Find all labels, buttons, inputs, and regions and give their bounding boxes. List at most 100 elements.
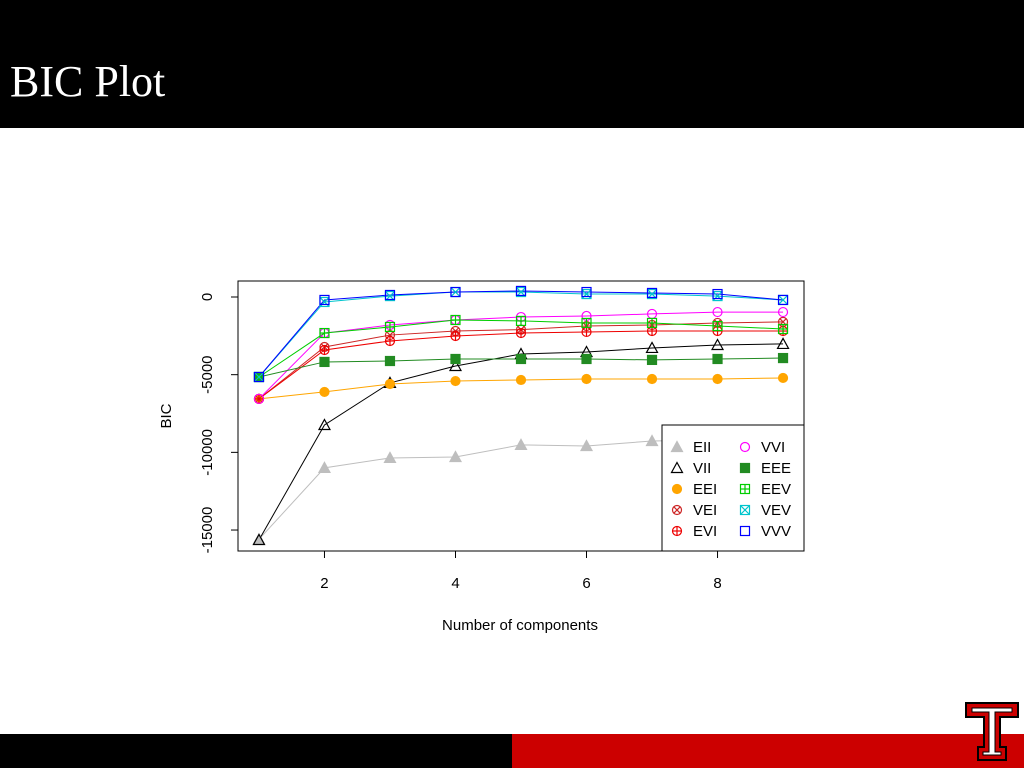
point — [515, 374, 527, 386]
x-tick-label: 8 — [713, 575, 721, 592]
legend-label: VEV — [761, 502, 791, 519]
point — [646, 287, 658, 299]
y-tick-label: -5000 — [199, 355, 216, 393]
footer-red — [512, 734, 1024, 768]
point — [515, 315, 527, 327]
marker-part — [450, 286, 461, 298]
legend-label: EEE — [761, 460, 791, 477]
marker-part — [712, 373, 723, 385]
point — [317, 461, 331, 473]
point — [450, 330, 461, 342]
legend-label: VVV — [761, 523, 791, 540]
point — [712, 306, 723, 318]
point — [450, 314, 461, 326]
marker-part — [514, 438, 528, 450]
marker-part — [673, 506, 681, 514]
marker-part — [384, 289, 396, 301]
marker-part — [252, 533, 266, 546]
point — [253, 393, 265, 405]
marker-part — [671, 504, 683, 516]
x-tick-label: 2 — [320, 575, 328, 592]
legend-marker — [739, 462, 751, 474]
point — [319, 294, 330, 306]
marker-part — [581, 286, 592, 298]
legend-label: VII — [693, 460, 711, 477]
point — [253, 371, 265, 383]
marker-part — [448, 450, 463, 463]
marker-part — [740, 505, 750, 515]
marker-part — [712, 353, 723, 365]
legend-marker — [670, 461, 684, 474]
marker-part — [319, 294, 330, 306]
marker-part — [450, 353, 461, 365]
point — [448, 359, 463, 372]
legend-label: EEV — [761, 481, 791, 498]
point — [712, 353, 723, 365]
marker-part — [384, 355, 396, 367]
marker-part — [739, 441, 751, 453]
marker-part — [515, 374, 527, 386]
marker-part — [581, 353, 592, 365]
point — [319, 327, 330, 339]
marker-part — [646, 287, 658, 299]
x-tick-label: 6 — [582, 575, 590, 592]
point — [646, 317, 658, 329]
marker-part — [670, 440, 684, 453]
marker-part — [646, 373, 658, 385]
marker-part — [670, 461, 684, 474]
legend-marker — [739, 483, 751, 495]
legend-label: EVI — [693, 523, 717, 540]
series-line — [258, 290, 784, 378]
marker-part — [711, 338, 725, 351]
point — [383, 451, 397, 464]
y-tick-label: 0 — [199, 293, 216, 301]
y-tick-label: -15000 — [199, 507, 216, 554]
marker-part — [712, 288, 723, 300]
plot-frame — [237, 280, 805, 552]
marker-part — [317, 461, 331, 473]
marker-part — [254, 372, 264, 382]
legend-box — [661, 424, 805, 552]
point — [645, 434, 659, 447]
point — [646, 354, 658, 366]
point — [777, 372, 789, 384]
marker-part — [739, 525, 751, 537]
marker-part — [383, 451, 397, 464]
marker-part — [450, 375, 461, 387]
marker-part — [778, 295, 788, 305]
point — [776, 337, 790, 350]
point — [712, 320, 723, 332]
point — [384, 321, 396, 333]
point — [777, 352, 789, 364]
marker-part — [450, 287, 461, 297]
x-tick-label: 4 — [451, 575, 459, 592]
marker-part — [777, 352, 789, 364]
legend-label: EII — [693, 439, 711, 456]
marker-part — [776, 337, 790, 350]
marker-part — [581, 373, 592, 385]
x-axis-label: Number of components — [442, 617, 598, 634]
point — [384, 289, 396, 301]
marker-part — [317, 418, 331, 431]
point — [581, 317, 592, 329]
legend-marker — [671, 504, 683, 516]
point — [448, 450, 463, 463]
marker-part — [515, 285, 527, 297]
legend-label: VVI — [761, 439, 785, 456]
point — [777, 294, 789, 306]
point — [515, 353, 527, 365]
marker-part — [253, 371, 265, 383]
marker-part — [739, 462, 751, 474]
marker-part — [777, 294, 789, 306]
marker-part — [253, 393, 265, 405]
point — [450, 353, 461, 365]
point — [579, 439, 594, 452]
y-axis-label: BIC — [158, 403, 175, 428]
legend-marker — [739, 525, 751, 537]
point — [712, 373, 723, 385]
legend-marker — [671, 483, 683, 495]
point — [384, 335, 396, 347]
chart: Number of components BIC 2 4 6 8 0 -5000 -1000… — [158, 280, 805, 634]
marker-part — [645, 434, 659, 447]
